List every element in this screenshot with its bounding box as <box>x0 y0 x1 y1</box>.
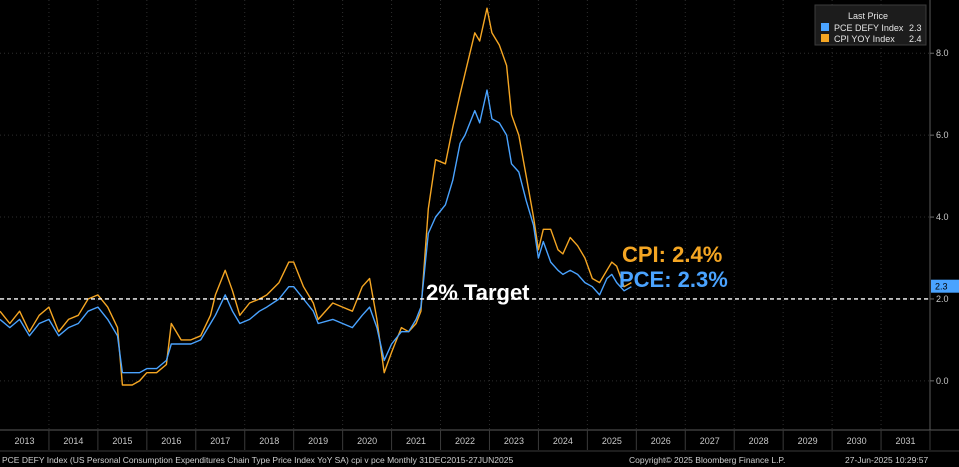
x-tick-label: 2023 <box>504 436 524 446</box>
series-line-pce <box>0 89 632 374</box>
footer-description: PCE DEFY Index (US Personal Consumption … <box>2 455 513 465</box>
x-tick-label: 2021 <box>406 436 426 446</box>
x-tick-label: 2014 <box>63 436 83 446</box>
x-tick-label: 2017 <box>210 436 230 446</box>
legend: Last Price PCE DEFY Index 2.3 CPI YOY In… <box>814 4 927 46</box>
x-tick-label: 2019 <box>308 436 328 446</box>
x-tick-label: 2031 <box>896 436 916 446</box>
target-annotation: 2% Target <box>426 280 530 305</box>
y-axis-ticks: 0.0 2.0 4.0 6.0 8.0 <box>930 48 949 386</box>
x-axis-ticks: 2013 2014 2015 2016 2017 2018 2019 2020 2021 2022… <box>14 430 931 450</box>
last-value-tag-text: 2.3 <box>935 282 948 292</box>
legend-value-pce: 2.3 <box>909 23 922 33</box>
pce-annotation: PCE: 2.3% <box>619 267 728 292</box>
x-tick-label: 2028 <box>749 436 769 446</box>
x-tick-label: 2013 <box>14 436 34 446</box>
x-tick-label: 2024 <box>553 436 573 446</box>
x-tick-label: 2027 <box>700 436 720 446</box>
y-tick-label: 6.0 <box>936 130 949 140</box>
x-tick-label: 2030 <box>847 436 867 446</box>
last-value-tag: 2.3 <box>931 279 959 293</box>
cpi-annotation: CPI: 2.4% <box>622 242 722 267</box>
legend-label-cpi: CPI YOY Index <box>834 34 895 44</box>
legend-label-pce: PCE DEFY Index <box>834 23 904 33</box>
footer: PCE DEFY Index (US Personal Consumption … <box>2 455 928 465</box>
x-tick-label: 2022 <box>455 436 475 446</box>
y-tick-label: 2.0 <box>936 294 949 304</box>
legend-title: Last Price <box>848 11 888 21</box>
x-tick-label: 2029 <box>798 436 818 446</box>
x-tick-label: 2020 <box>357 436 377 446</box>
legend-swatch-cpi <box>821 34 829 42</box>
legend-value-cpi: 2.4 <box>909 34 922 44</box>
x-tick-label: 2018 <box>259 436 279 446</box>
footer-copyright: Copyright© 2025 Bloomberg Finance L.P. <box>629 455 785 465</box>
x-tick-label: 2016 <box>161 436 181 446</box>
legend-box <box>814 4 927 46</box>
y-tick-label: 0.0 <box>936 376 949 386</box>
footer-timestamp: 27-Jun-2025 10:29:57 <box>845 455 928 465</box>
y-tick-label: 8.0 <box>936 48 949 58</box>
x-tick-label: 2026 <box>651 436 671 446</box>
y-tick-label: 4.0 <box>936 212 949 222</box>
x-tick-label: 2015 <box>112 436 132 446</box>
x-tick-label: 2025 <box>602 436 622 446</box>
legend-swatch-pce <box>821 23 829 31</box>
